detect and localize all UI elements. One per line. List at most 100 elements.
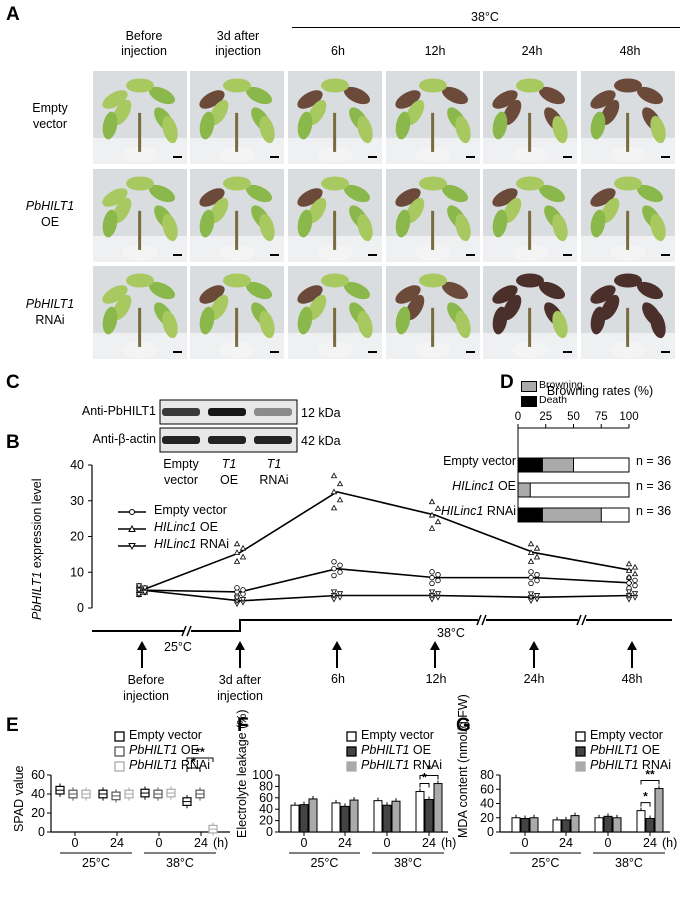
f-bar <box>415 791 425 833</box>
col-header-3d: 3d after injection <box>215 29 261 58</box>
scale-bar <box>466 156 475 158</box>
leaf <box>199 111 215 140</box>
plant-photo-r1-c5 <box>581 169 675 262</box>
leaf <box>516 273 544 288</box>
blot-lane-1: Empty vector <box>163 457 199 487</box>
pot <box>415 146 451 163</box>
leaf <box>259 115 275 144</box>
blot-row-label-2: Anti-β-actin <box>92 432 156 446</box>
leaf <box>199 285 225 304</box>
temp-header-line <box>292 27 680 28</box>
leaf <box>199 209 215 238</box>
b-point <box>330 472 338 479</box>
stem <box>333 307 337 347</box>
plant-photo-r0-c3 <box>386 71 480 164</box>
g-legend-label: Empty vector <box>590 728 663 742</box>
legend-death: Death <box>539 394 568 406</box>
b-point <box>632 582 638 589</box>
d-bar-frame <box>517 482 630 498</box>
scale-bar <box>563 156 572 158</box>
b-point <box>533 553 541 560</box>
leaf <box>516 78 544 93</box>
leaf <box>590 90 616 109</box>
plant-photo-r2-c3 <box>386 266 480 359</box>
e-group-label: 25°C <box>82 856 110 870</box>
b-point <box>527 540 535 547</box>
plant-photo-r1-c0 <box>93 169 187 262</box>
plant-photo-r1-c3 <box>386 169 480 262</box>
stem <box>333 210 337 250</box>
leaf <box>297 285 323 304</box>
blot-band <box>254 436 292 444</box>
leaf <box>395 188 421 207</box>
e-sig-label: ** <box>195 745 205 759</box>
e-legend-swatch <box>114 746 125 757</box>
leaf <box>552 115 568 144</box>
leaf <box>209 294 229 321</box>
row-label-oe-text: OE <box>40 215 60 229</box>
b-legend-3: HILinc1 RNAi <box>154 537 230 551</box>
plant-photo-r1-c1 <box>190 169 284 262</box>
g-legend-swatch <box>575 746 586 757</box>
pot <box>122 244 158 261</box>
b-point <box>330 589 338 596</box>
g-unit: (h) <box>662 836 677 850</box>
d-n-1: n = 36 <box>636 454 672 468</box>
b-legend-marker <box>128 543 136 551</box>
b-point <box>533 593 541 599</box>
b-ytick-label: 30 <box>70 494 84 508</box>
leaf <box>395 111 411 140</box>
d-axis-title: Browning rates (%) <box>546 384 654 398</box>
leaf <box>102 111 118 140</box>
leaf <box>502 294 522 321</box>
leaf <box>297 306 313 335</box>
b-point <box>631 563 639 570</box>
timeline-break <box>186 625 192 637</box>
leaf <box>223 273 251 288</box>
stem <box>235 112 239 152</box>
d-bar-browning <box>541 507 602 523</box>
row-label-empty: Empty vector <box>32 101 68 131</box>
f-bar <box>340 805 350 833</box>
blot-band <box>162 436 200 444</box>
timeline-arrow-head <box>332 641 342 650</box>
f-xtick-label: 24 <box>422 836 436 850</box>
leaf <box>357 213 373 242</box>
b-series-line-1 <box>141 490 633 591</box>
blot-lane-3: T1 RNAi <box>251 456 297 488</box>
plant-photo-r1-c2 <box>288 169 382 262</box>
b-point <box>429 569 435 575</box>
blot-lane-2-it: T1 <box>221 457 237 471</box>
leaf <box>552 310 568 339</box>
f-legend-label: Empty vector <box>361 728 434 742</box>
leaf <box>405 294 425 321</box>
leaf <box>419 273 447 288</box>
g-xtick-label: 24 <box>643 836 657 850</box>
b-legend-1: Empty vector <box>154 503 227 517</box>
d-tick-label: 75 <box>595 411 608 423</box>
e-legend-swatch <box>114 731 125 742</box>
leaf <box>492 285 518 304</box>
e-ytick-label: 20 <box>31 806 45 820</box>
b-point <box>527 558 535 564</box>
f-bar <box>391 800 401 833</box>
leaf <box>357 115 373 144</box>
plant-photo-r0-c4 <box>483 71 577 164</box>
scale-bar <box>270 156 279 158</box>
b-series-line-0 <box>141 567 633 593</box>
panel-label-g: G <box>456 715 471 736</box>
g-bar <box>511 817 521 833</box>
stem <box>626 210 630 250</box>
g-bar <box>552 819 562 833</box>
e-unit: (h) <box>213 836 228 850</box>
b-point <box>631 570 639 577</box>
b-point <box>330 488 338 495</box>
b-point <box>429 580 435 587</box>
e-sig-bracket <box>186 757 214 762</box>
stem <box>235 307 239 347</box>
g-bar <box>645 817 655 833</box>
leaf <box>600 99 620 126</box>
g-group-label: 38°C <box>615 856 643 870</box>
scale-bar <box>661 351 670 353</box>
arrow-label-6h: 6h <box>331 672 345 686</box>
